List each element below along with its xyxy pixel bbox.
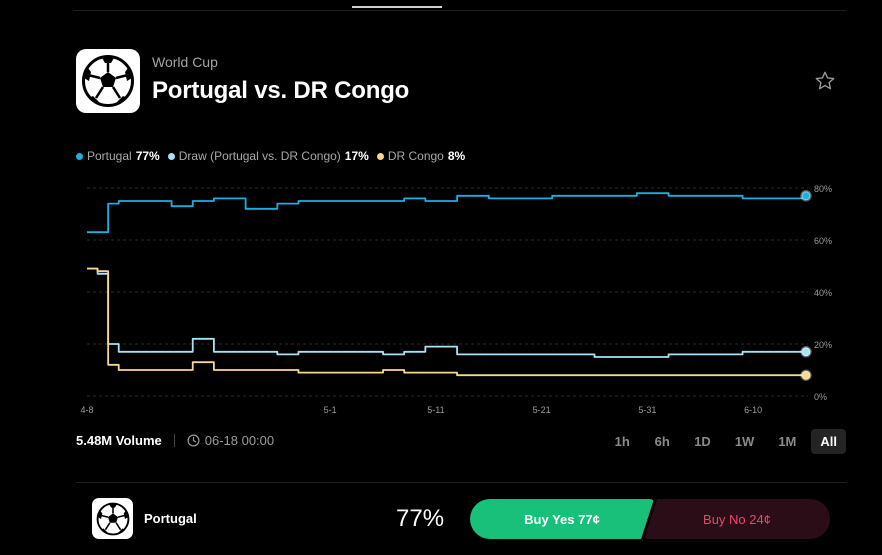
outcome-percent: 77% [396, 505, 445, 532]
range-1h[interactable]: 1h [614, 434, 630, 449]
legend-label: Draw (Portugal vs. DR Congo) [178, 149, 341, 163]
legend-dot [376, 152, 384, 160]
section-divider [76, 482, 847, 483]
range-1d[interactable]: 1D [694, 434, 711, 449]
range-6h[interactable]: 6h [654, 434, 670, 449]
legend-dot [167, 152, 175, 160]
clock-icon [187, 434, 200, 447]
series-line [87, 267, 806, 358]
legend-dot [76, 152, 83, 160]
soccer-ball-icon [96, 502, 129, 535]
y-tick-label: 40% [814, 288, 832, 298]
legend-item-dr-congo: DR Congo 8% [376, 149, 466, 163]
market-stats: 5.48M Volume 06-18 00:00 [76, 433, 274, 448]
x-tick-label: 4-8 [80, 405, 93, 415]
x-tick-label: 5-11 [427, 405, 444, 415]
legend-item-draw: Draw (Portugal vs. DR Congo) 17% [167, 149, 369, 163]
y-tick-label: 0% [814, 392, 827, 402]
end-date: 06-18 00:00 [187, 433, 274, 448]
outcome-logo [92, 498, 133, 539]
x-tick-label: 5-21 [533, 405, 551, 415]
event-title: Portugal vs. DR Congo [152, 77, 410, 104]
y-tick-label: 60% [814, 236, 832, 246]
y-tick-label: 80% [814, 184, 832, 194]
star-icon[interactable] [814, 70, 836, 92]
volume-text: 5.48M Volume [76, 433, 162, 448]
buy-yes-button[interactable]: Buy Yes 77¢ [470, 499, 654, 539]
range-1m[interactable]: 1M [778, 434, 797, 449]
event-logo [76, 49, 140, 113]
active-tab-indicator [352, 6, 442, 8]
x-tick-label: 6-10 [744, 405, 762, 415]
series-line [87, 192, 807, 234]
top-divider [73, 10, 846, 11]
x-tick-label: 5-1 [324, 405, 337, 415]
legend-label: Portugal [87, 149, 132, 163]
event-category: World Cup [152, 54, 218, 70]
stats-separator [173, 434, 175, 447]
legend-value: 8% [447, 149, 466, 163]
series-line [87, 267, 806, 377]
legend-value: 77% [135, 149, 160, 163]
y-tick-label: 20% [814, 340, 832, 350]
range-1w[interactable]: 1W [734, 434, 755, 449]
series-end-point [800, 346, 812, 358]
outcome-name: Portugal [144, 511, 197, 526]
buy-no-button[interactable]: Buy No 24¢ [644, 499, 830, 539]
x-tick-label: 5-31 [638, 405, 656, 415]
range-all[interactable]: All [811, 429, 846, 454]
legend-value: 17% [344, 149, 369, 163]
series-end-point [800, 369, 812, 381]
soccer-ball-icon [82, 55, 134, 107]
end-date-text: 06-18 00:00 [204, 433, 275, 448]
series-end-point [800, 190, 812, 202]
time-range-selector: 1h 6h 1D 1W 1M All [605, 429, 846, 454]
legend-label: DR Congo [387, 149, 444, 163]
price-history-chart: 80% 60% 40% 20% 0% 4-8 5-1 5-11 5-21 5-31 6-10 [80, 184, 832, 415]
legend-item-portugal: Portugal 77% [76, 149, 160, 163]
chart-legend: Portugal 77% Draw (Portugal vs. DR Congo… [76, 149, 465, 163]
